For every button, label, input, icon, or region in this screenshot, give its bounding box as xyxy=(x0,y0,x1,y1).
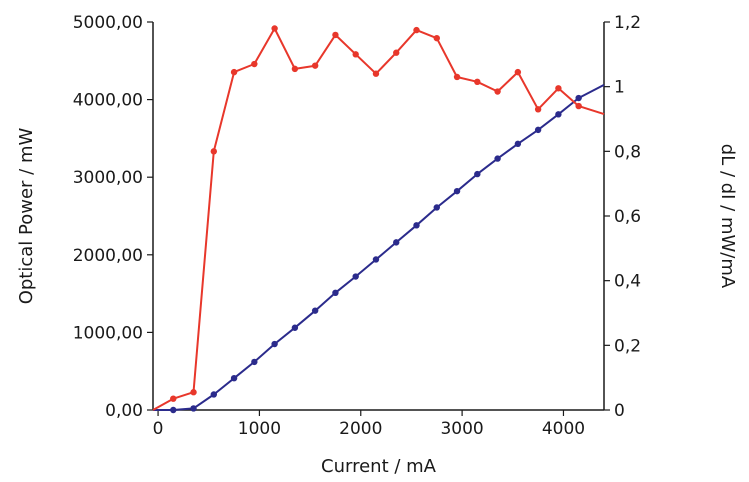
y-left-tick-label: 1000,00 xyxy=(73,323,143,343)
y-right-tick-label: 0,6 xyxy=(614,207,641,227)
data-point xyxy=(494,155,501,162)
y-right-tick-label: 0,2 xyxy=(614,336,641,356)
data-point xyxy=(332,289,339,297)
data-point xyxy=(453,73,461,81)
data-point xyxy=(251,60,258,68)
data-point xyxy=(190,389,197,396)
x-tick-label: 2000 xyxy=(339,419,382,439)
data-point xyxy=(494,88,501,95)
series-line-optical-power xyxy=(153,84,605,411)
y-right-tick-label: 0,8 xyxy=(614,142,641,162)
data-point xyxy=(190,405,197,412)
data-point xyxy=(413,26,420,34)
x-axis-title: Current / mA xyxy=(321,456,437,477)
data-point xyxy=(372,256,380,263)
y-left-ticks: 0,00 1000,00 2000,00 3000,00 4000,00 5000,00 xyxy=(73,13,153,421)
data-point xyxy=(575,102,582,110)
data-point xyxy=(230,374,238,382)
data-point xyxy=(271,25,278,32)
data-point xyxy=(291,65,299,73)
data-point xyxy=(170,406,177,414)
data-point xyxy=(210,148,218,155)
data-point xyxy=(413,222,420,229)
data-point xyxy=(555,85,562,92)
y-right-tick-label: 0 xyxy=(614,401,625,421)
data-point xyxy=(352,273,359,280)
y-left-tick-label: 4000,00 xyxy=(73,91,143,111)
data-point xyxy=(210,391,218,398)
data-point xyxy=(433,34,440,42)
x-tick-label: 0 xyxy=(153,419,164,439)
y-left-tick-label: 2000,00 xyxy=(73,246,143,266)
data-point xyxy=(555,111,562,118)
series-line-dl-di xyxy=(152,27,605,411)
y-left-tick-label: 0,00 xyxy=(105,401,143,421)
data-point xyxy=(230,68,238,76)
data-point xyxy=(474,170,481,178)
data-point xyxy=(514,68,522,76)
data-point xyxy=(534,126,542,134)
x-tick-label: 1000 xyxy=(238,419,281,439)
data-point xyxy=(251,358,258,366)
y-left-tick-label: 3000,00 xyxy=(73,168,143,188)
data-point xyxy=(271,340,278,348)
y-right-tick-label: 1 xyxy=(614,78,625,98)
y-right-axis-title: dL / dI / mW/mA xyxy=(717,144,738,289)
x-ticks: 0 1000 2000 3000 4000 xyxy=(153,410,585,439)
data-point xyxy=(453,187,461,195)
plot-area xyxy=(152,22,605,411)
data-point xyxy=(352,51,359,58)
data-point xyxy=(433,204,440,211)
data-point xyxy=(393,49,400,56)
data-point xyxy=(474,78,481,86)
data-point xyxy=(291,324,299,331)
data-point xyxy=(332,31,339,39)
data-point xyxy=(393,239,400,246)
x-tick-label: 4000 xyxy=(542,419,585,439)
data-point xyxy=(311,307,319,314)
data-point xyxy=(575,94,582,102)
y-right-tick-label: 0,4 xyxy=(614,272,641,292)
y-right-ticks: 0 0,2 0,4 0,6 0,8 1 1,2 xyxy=(604,13,641,421)
y-left-tick-label: 5000,00 xyxy=(73,13,143,33)
data-point xyxy=(514,140,522,148)
data-point xyxy=(372,70,380,77)
data-point xyxy=(534,106,542,113)
x-tick-label: 3000 xyxy=(440,419,483,439)
series-layer xyxy=(152,25,605,414)
y-right-tick-label: 1,2 xyxy=(614,13,641,33)
data-point xyxy=(170,395,177,402)
y-left-axis-title: Optical Power / mW xyxy=(16,128,37,305)
data-point xyxy=(311,62,319,69)
